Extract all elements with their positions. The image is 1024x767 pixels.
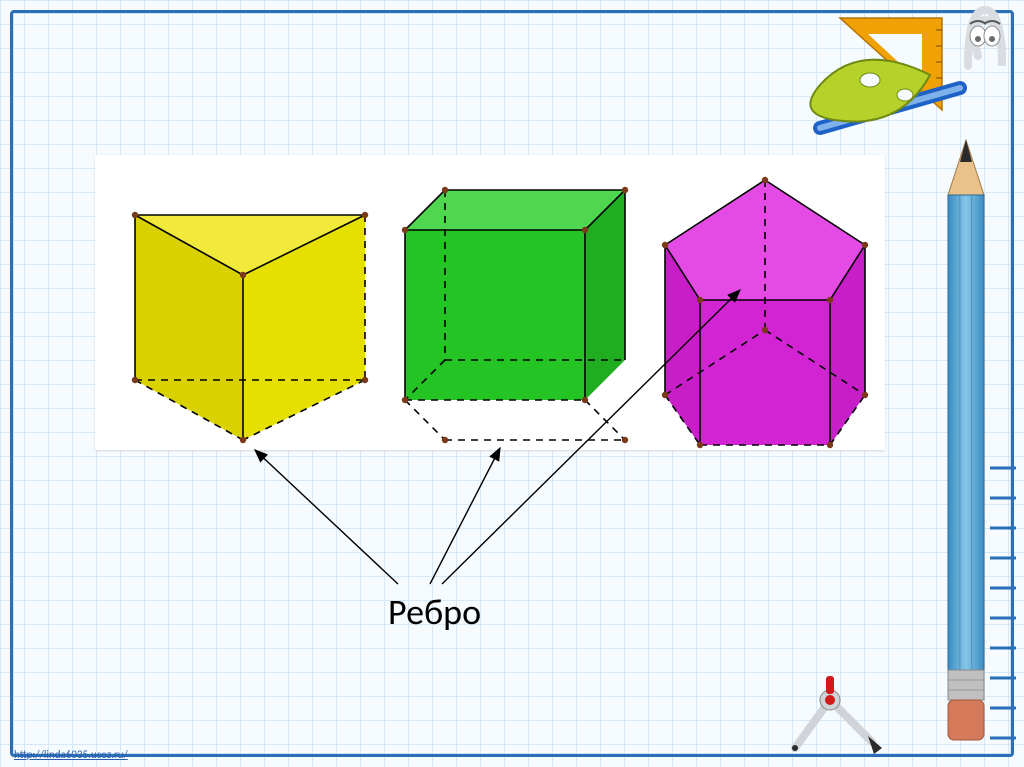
slide: Ребро http://linda6035.ucoz.ru/ (0, 0, 1024, 767)
edge-label: Ребро (388, 590, 481, 634)
footer-link[interactable]: http://linda6035.ucoz.ru/ (14, 748, 128, 761)
shapes-panel (95, 155, 885, 450)
